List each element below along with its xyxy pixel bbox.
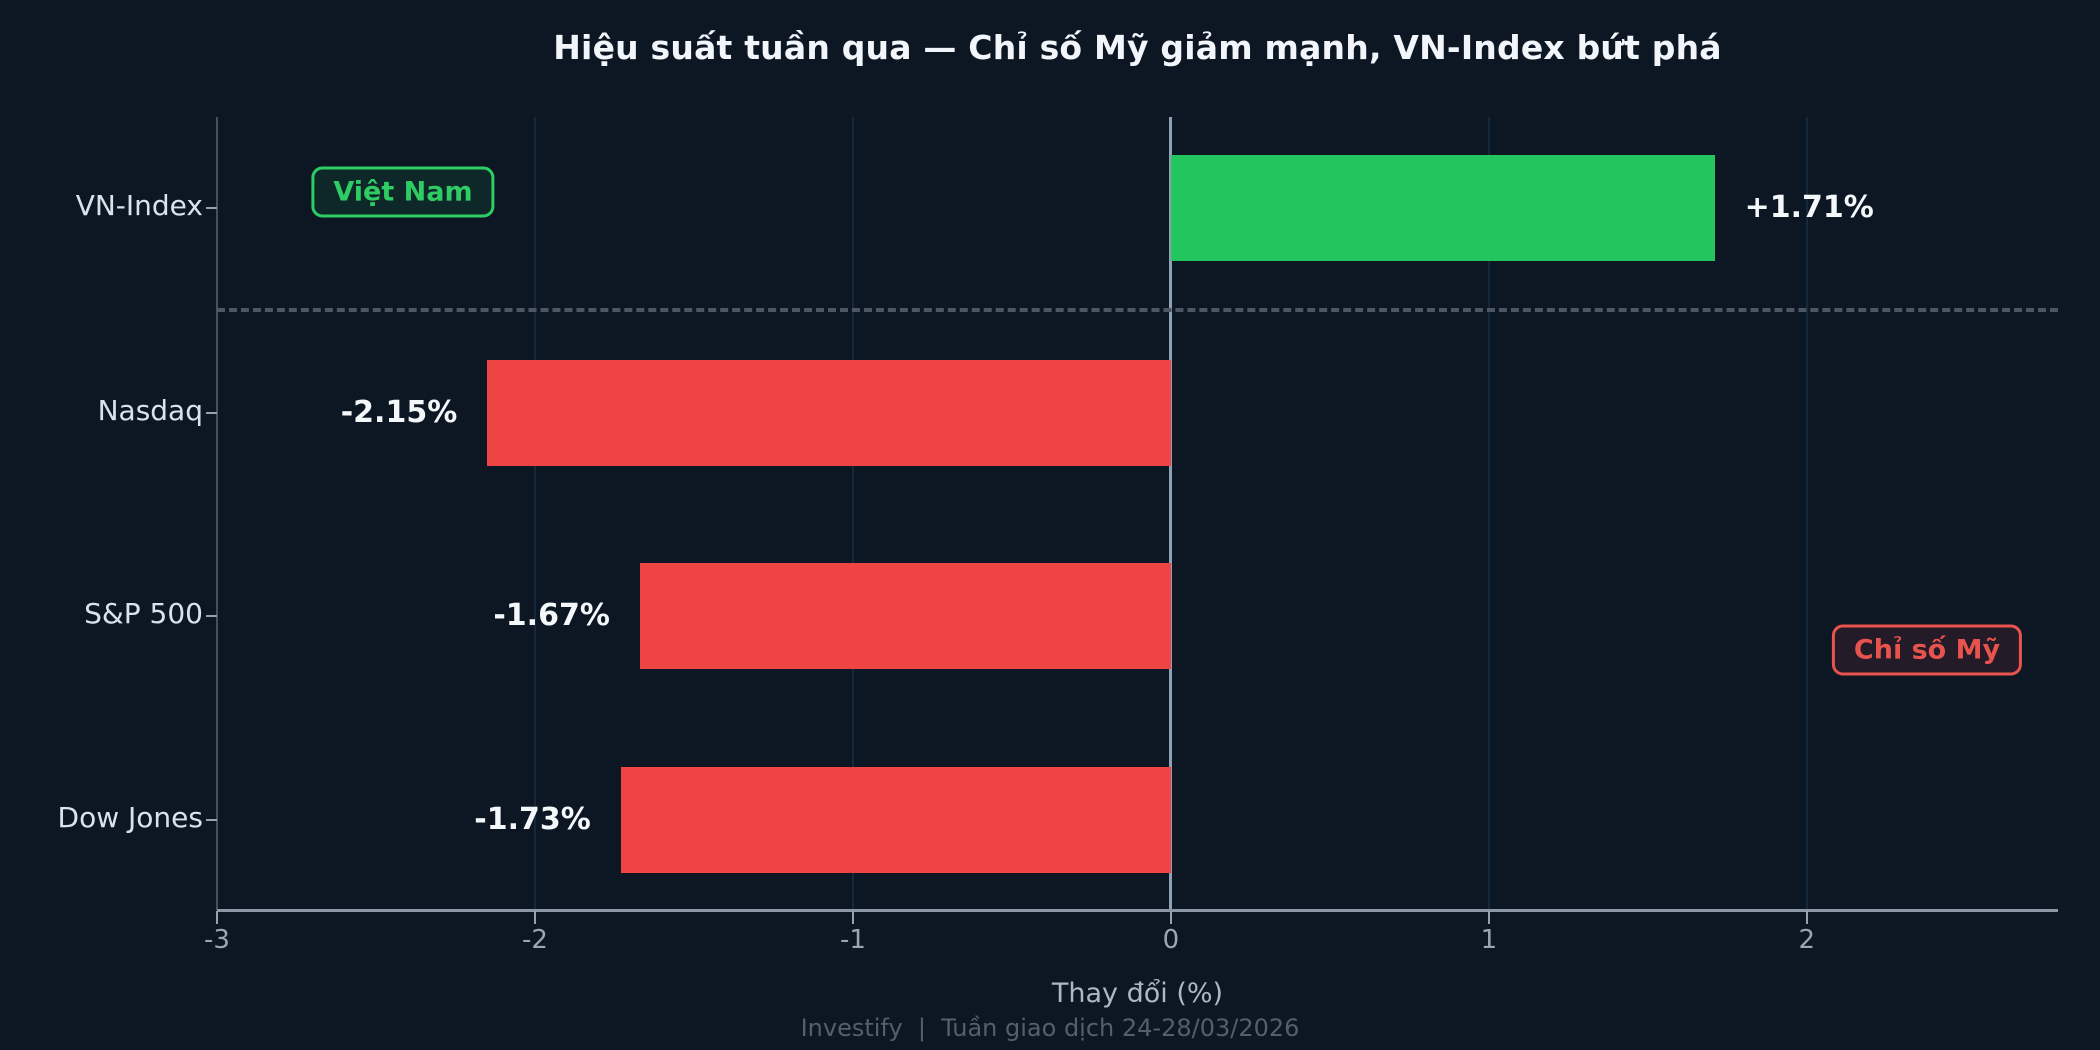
- x-tick: [216, 911, 218, 924]
- gridline: [1805, 117, 1808, 910]
- x-tick: [851, 911, 854, 924]
- gridline: [1487, 117, 1490, 910]
- x-axis-spine: [217, 909, 2058, 912]
- x-tick: [1805, 911, 1808, 924]
- y-tick: [206, 615, 217, 617]
- x-tick-label: 0: [1162, 925, 1180, 955]
- plot-area: +1.71% -2.15% -1.67% -1.73%: [216, 117, 2058, 912]
- value-label: +1.71%: [1744, 190, 1874, 225]
- x-tick-label: 1: [1480, 925, 1498, 955]
- x-tick: [1487, 911, 1490, 924]
- x-tick-label: -3: [204, 925, 230, 955]
- bar-nasdaq: [487, 360, 1171, 466]
- x-tick-label: -2: [521, 925, 548, 955]
- separator-line: [217, 308, 2058, 312]
- zero-baseline: [1169, 117, 1173, 910]
- x-tick: [1169, 911, 1172, 924]
- category-label-s-p-500: S&P 500: [84, 597, 203, 630]
- bar-dow-jones: [620, 767, 1171, 873]
- chart-title: Hiệu suất tuần qua — Chỉ số Mỹ giảm mạnh…: [553, 28, 1722, 67]
- y-tick: [206, 412, 217, 414]
- category-label-dow-jones: Dow Jones: [57, 801, 203, 834]
- y-tick: [206, 207, 217, 209]
- x-axis-label: Thay đổi (%): [1051, 978, 1224, 1009]
- x-tick-label: 2: [1798, 925, 1816, 955]
- annotation-badge-vietnam: Việt Nam: [311, 166, 495, 218]
- gridline: [851, 117, 854, 910]
- bar-s-p-500: [639, 563, 1171, 669]
- gridline: [533, 117, 536, 910]
- x-tick-label: -1: [839, 925, 866, 955]
- chart-footer: Investify | Tuần giao dịch 24-28/03/2026: [800, 1014, 1300, 1042]
- y-tick: [206, 819, 217, 821]
- y-axis-spine: [216, 117, 218, 910]
- category-label-vn-index: VN-Index: [75, 189, 203, 222]
- value-label: -1.73%: [474, 802, 591, 837]
- category-label-nasdaq: Nasdaq: [97, 394, 203, 427]
- annotation-badge-us-indices: Chỉ số Mỹ: [1831, 624, 2023, 676]
- bar-vn-index: [1170, 155, 1715, 261]
- value-label: -2.15%: [340, 395, 458, 430]
- value-label: -1.67%: [493, 598, 610, 633]
- x-tick: [533, 911, 536, 924]
